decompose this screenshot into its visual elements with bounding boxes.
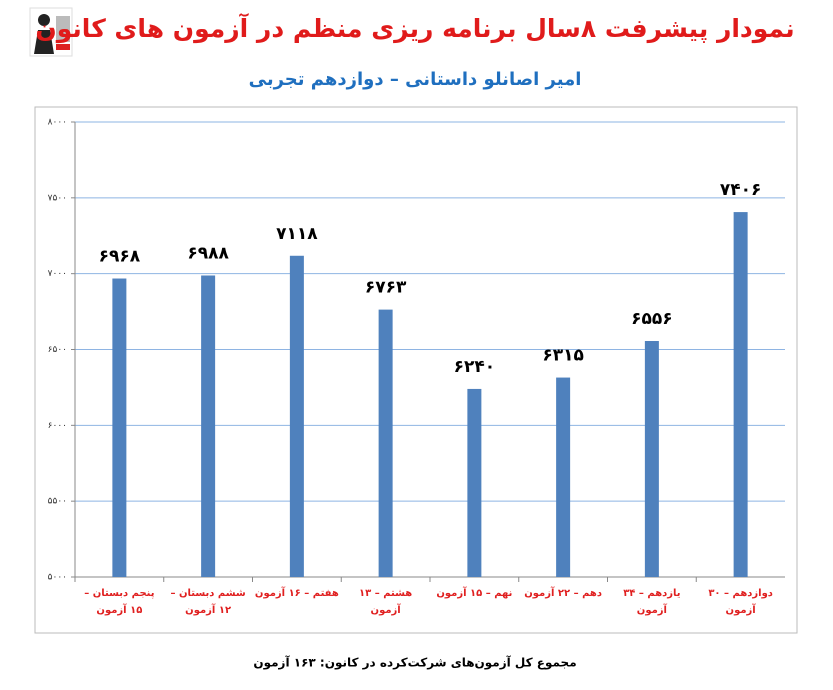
y-tick-label: ۷۵۰۰ [48,193,67,203]
value-label: ۷۴۰۶ [720,180,762,200]
x-tick-label-box: پنجم دبستان – ۱۵ آزمون [84,588,155,616]
bar [201,275,216,577]
bar [733,212,748,577]
x-tick-label-box: نهم – ۱۵ آزمون [436,588,513,599]
y-tick-label: ۵۰۰۰ [48,573,67,583]
bar [112,278,127,577]
x-tick-label-box: ششم دبستان – ۱۲ آزمون [170,588,246,616]
value-label: ۶۵۵۶ [631,309,673,329]
bar [467,388,482,577]
x-tick-label: پنجم دبستان – ۱۵ آزمون [84,588,155,616]
y-tick-label: ۶۰۰۰ [48,421,67,431]
x-tick-label-box: دهم – ۲۲ آزمون [524,588,602,599]
x-tick-label-box: دوازدهم – ۳۰ آزمون [708,588,773,616]
x-tick-label-box: هفتم – ۱۶ آزمون [254,588,339,599]
x-tick-label: یازدهم – ۳۴ آزمون [623,588,681,616]
value-label: ۷۱۱۸ [276,224,318,244]
logo [29,7,73,57]
x-tick-label: دوازدهم – ۳۰ آزمون [708,588,773,616]
value-label: ۶۹۶۸ [99,247,141,267]
plot-frame [34,106,798,634]
x-tick-label: نهم – ۱۵ آزمون [436,588,513,599]
value-label: ۶۳۱۵ [542,346,584,366]
x-tick-label: هفتم – ۱۶ آزمون [254,588,339,599]
x-tick-label: هشتم – ۱۳ آزمون [359,588,413,616]
bar [556,377,571,577]
value-label: ۶۹۸۸ [187,243,229,263]
chart-subtitle: امیر اصانلو داستانی – دوازدهم تجربی [249,69,582,90]
x-tick-label: دهم – ۲۲ آزمون [524,588,602,599]
y-tick-label: ۷۰۰۰ [48,269,67,279]
bar [378,309,393,577]
chart-title: نمودار پیشرفت ۸سال برنامه ریزی منظم در آ… [35,13,794,44]
value-label: ۶۲۴۰ [454,357,496,377]
value-label: ۶۷۶۳ [365,278,407,298]
y-tick-label: ۸۰۰۰ [48,118,67,128]
x-tick-label: ششم دبستان – ۱۲ آزمون [170,588,246,616]
bar [289,255,304,577]
y-tick-label: ۵۵۰۰ [48,497,67,507]
y-tick-label: ۶۵۰۰ [48,345,67,355]
x-tick-label-box: یازدهم – ۳۴ آزمون [623,588,681,616]
x-tick-label-box: هشتم – ۱۳ آزمون [359,588,413,616]
bar [644,341,659,577]
caption: مجموع کل آزمون‌های شرکت‌کرده در کانون: ۱… [253,655,576,671]
